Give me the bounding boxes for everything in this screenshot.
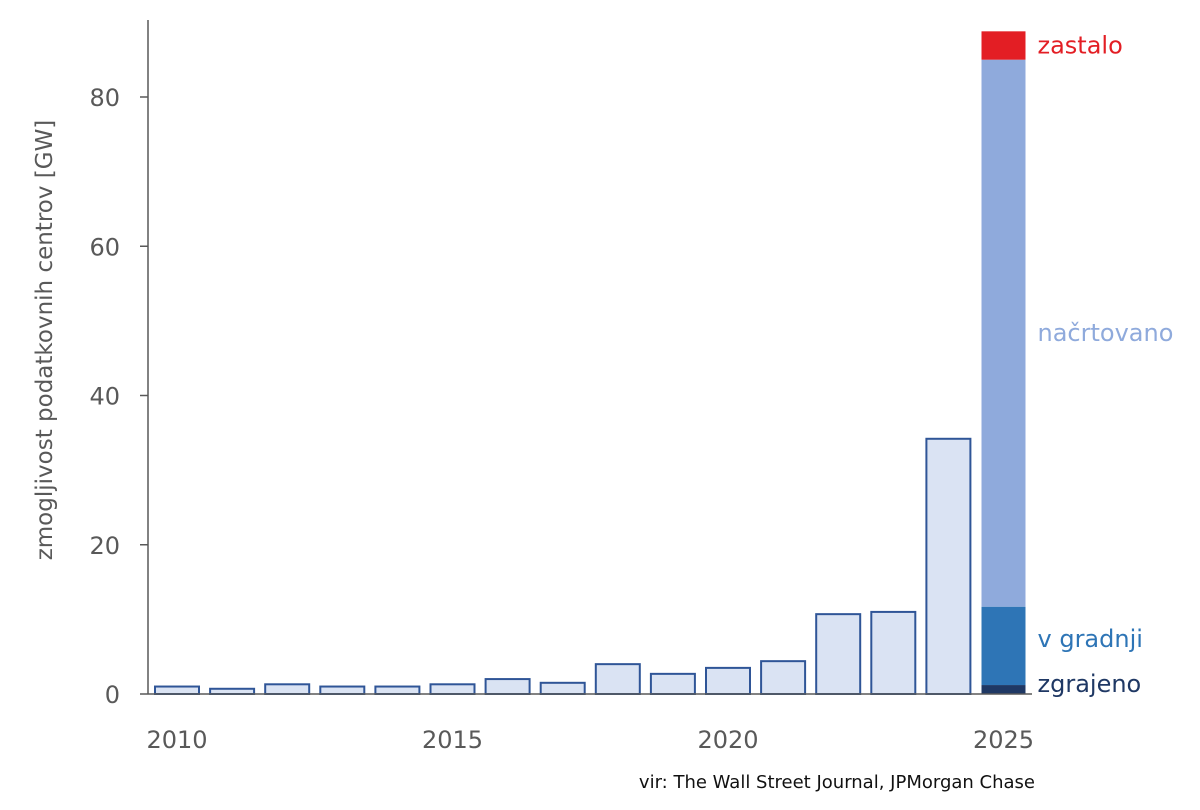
bar-2024: [925, 437, 972, 695]
x-tick-label: 2015: [422, 726, 483, 754]
bar-2012: [264, 683, 311, 696]
stack-segment-zgrajeno: [981, 685, 1026, 694]
segment-label-načrtovano: načrtovano: [1038, 319, 1174, 347]
segment-label-v-gradnji: v gradnji: [1038, 625, 1143, 653]
segment-label-zgrajeno: zgrajeno: [1038, 670, 1142, 698]
stack-segment-v-gradnji: [981, 606, 1026, 686]
source-note: vir: The Wall Street Journal, JPMorgan C…: [639, 772, 1035, 793]
bar-2017: [539, 681, 586, 696]
x-tick-label: 2020: [697, 726, 758, 754]
bar-2013: [319, 685, 366, 695]
bar-2020: [705, 666, 751, 695]
bar-2019: [649, 672, 696, 696]
y-tick-label: 40: [89, 383, 120, 411]
bar-2014: [374, 685, 421, 695]
x-tick-label: 2025: [973, 726, 1034, 754]
y-tick-label: 60: [89, 233, 120, 261]
stack-segment-zastalo: [981, 31, 1026, 60]
y-tick-label: 0: [105, 681, 120, 709]
bar-2016: [484, 678, 531, 696]
y-axis-label: zmogljivost podatkovnih centrov [GW]: [32, 120, 58, 561]
y-tick-label: 20: [89, 532, 120, 560]
bar-2023: [870, 610, 917, 695]
bar-2010: [154, 685, 200, 695]
bar-2015: [429, 683, 476, 696]
bar-2021: [760, 660, 807, 695]
bar-2011: [209, 687, 256, 695]
bar-2022: [815, 613, 862, 695]
y-tick-label: 80: [89, 84, 120, 112]
segment-label-zastalo: zastalo: [1038, 32, 1123, 60]
x-tick-label: 2010: [146, 726, 207, 754]
bar-2018: [594, 663, 641, 696]
stack-segment-načrtovano: [981, 59, 1026, 607]
